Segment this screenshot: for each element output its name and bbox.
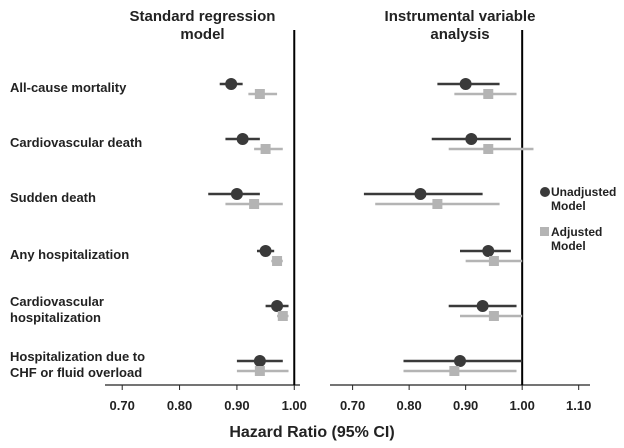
panel-title: Instrumental variable analysis	[384, 8, 536, 43]
point-estimate	[483, 144, 494, 154]
point-estimate	[476, 300, 489, 312]
category-label: Cardiovascular hospitalization	[10, 294, 104, 325]
x-tick-label: 0.80	[166, 398, 193, 413]
point-estimate	[449, 366, 460, 376]
legend-marker	[540, 227, 549, 236]
point-estimate	[465, 133, 478, 145]
category-label: Sudden death	[10, 190, 96, 205]
point-estimate	[260, 144, 271, 154]
x-tick-label: 1.00	[281, 398, 307, 413]
panel-title: Standard regression model	[129, 8, 276, 43]
point-estimate	[253, 355, 266, 367]
point-estimate	[236, 133, 249, 145]
point-estimate	[454, 355, 466, 367]
point-estimate	[259, 245, 272, 257]
category-label: Cardiovascular death	[10, 135, 143, 150]
x-tick-label: 0.80	[396, 398, 422, 413]
point-estimate	[254, 366, 265, 376]
point-estimate	[230, 188, 243, 200]
x-tick-label: 0.90	[452, 398, 479, 413]
legend-marker	[540, 187, 550, 197]
x-tick-label: 0.90	[224, 398, 250, 413]
x-tick-label: 1.10	[566, 398, 592, 413]
category-label: All-cause mortality	[10, 80, 127, 95]
point-estimate	[414, 188, 427, 200]
point-estimate	[459, 78, 472, 90]
legend-label: Unadjusted Model	[551, 185, 617, 213]
x-tick-label: 0.70	[339, 398, 366, 413]
point-estimate	[432, 199, 443, 209]
point-estimate	[488, 256, 499, 266]
point-estimate	[482, 245, 495, 257]
category-label: Any hospitalization	[10, 247, 130, 262]
legend-label: Adjusted Model	[551, 225, 603, 253]
point-estimate	[254, 89, 265, 99]
point-estimate	[483, 89, 494, 99]
x-tick-label: 0.70	[109, 398, 135, 413]
x-axis-label: Hazard Ratio (95% CI)	[229, 424, 395, 441]
point-estimate	[225, 78, 238, 90]
point-estimate	[488, 311, 499, 321]
point-estimate	[271, 300, 284, 312]
point-estimate	[249, 199, 260, 209]
category-label: Hospitalization due to CHF or fluid over…	[10, 349, 146, 380]
point-estimate	[272, 256, 283, 266]
point-estimate	[277, 311, 288, 321]
x-tick-label: 1.00	[509, 398, 535, 413]
